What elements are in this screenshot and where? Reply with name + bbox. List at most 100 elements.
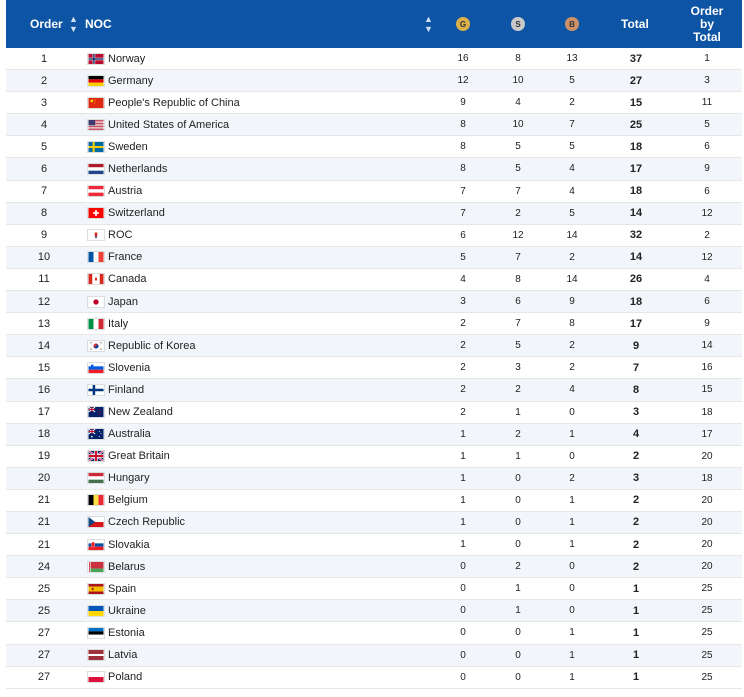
table-row[interactable]: 4 United States of America 8 10 7 25 5 (6, 114, 742, 137)
table-row[interactable]: 21 Belgium 1 0 1 2 20 (6, 490, 742, 512)
gold-count: 0 (460, 583, 466, 595)
gold-count: 6 (460, 229, 466, 241)
noc-name[interactable]: Italy (108, 317, 129, 330)
table-row[interactable]: 8 Switzerland 7 2 5 14 12 (6, 202, 742, 225)
table-row[interactable]: 3 People's Republic of China 9 4 2 15 11 (6, 92, 742, 115)
silver-count: 2 (515, 384, 521, 396)
order-cell: 21 (37, 538, 51, 551)
table-row[interactable]: 6 Netherlands 8 5 4 17 9 (6, 158, 742, 181)
bronze-count: 4 (569, 185, 575, 197)
silver-count: 0 (515, 627, 521, 639)
noc-name[interactable]: Czech Republic (108, 516, 186, 529)
noc-name[interactable]: Ukraine (108, 604, 146, 617)
noc-name[interactable]: Spain (108, 582, 137, 595)
silver-count: 10 (512, 119, 524, 131)
noc-column-header[interactable]: NOC (85, 17, 112, 31)
noc-name[interactable]: Great Britain (108, 450, 170, 463)
table-row[interactable]: 21 Slovakia 1 0 1 2 20 (6, 534, 742, 557)
table-row[interactable]: 27 Poland 0 0 1 1 25 (6, 667, 742, 689)
order-cell: 27 (37, 649, 51, 662)
table-row[interactable]: 7 Austria 7 7 4 18 6 (6, 181, 742, 203)
table-row[interactable]: 27 Latvia 0 0 1 1 25 (6, 644, 742, 667)
noc-name[interactable]: Austria (108, 185, 143, 198)
table-row[interactable]: 25 Spain 0 1 0 1 25 (6, 578, 742, 601)
noc-name[interactable]: Germany (108, 74, 154, 87)
noc-name[interactable]: New Zealand (108, 406, 173, 418)
total-count: 2 (632, 494, 640, 507)
table-row[interactable]: 9 ROC 6 12 14 32 2 (6, 225, 742, 247)
noc-name[interactable]: Slovakia (108, 538, 150, 551)
table-row[interactable]: 15 Slovenia 2 3 2 7 16 (6, 357, 742, 380)
noc-name[interactable]: Latvia (108, 649, 138, 662)
table-row[interactable]: 20 Hungary 1 0 2 3 18 (6, 467, 742, 490)
silver-medal-icon[interactable]: S (511, 17, 525, 31)
table-row[interactable]: 17 New Zealand 2 1 0 3 18 (6, 402, 742, 424)
order-cell: 9 (40, 229, 48, 242)
silver-count: 5 (515, 141, 521, 153)
table-row[interactable]: 25 Ukraine 0 1 0 1 25 (6, 600, 742, 623)
sort-icon[interactable]: ▲ ▼ (424, 14, 433, 34)
table-row[interactable]: 11 Canada 4 8 14 26 4 (6, 269, 742, 292)
noc-name[interactable]: People's Republic of China (108, 96, 240, 109)
gold-count: 1 (460, 450, 466, 462)
noc-name[interactable]: Slovenia (108, 361, 151, 374)
silver-count: 2 (515, 428, 521, 440)
noc-name[interactable]: Canada (108, 273, 147, 286)
order-column-header[interactable]: Order (30, 17, 63, 31)
noc-name[interactable]: Australia (108, 428, 151, 441)
table-row[interactable]: 5 Sweden 8 5 5 18 6 (6, 136, 742, 159)
order-by-total-column-header[interactable]: Order by Total (690, 3, 724, 44)
gold-count: 0 (460, 671, 466, 683)
ukraine-flag-icon (87, 600, 105, 621)
noc-name[interactable]: Finland (108, 383, 145, 396)
noc-name[interactable]: Hungary (108, 472, 150, 485)
total-count: 18 (629, 185, 643, 198)
total-count: 9 (632, 339, 640, 352)
noc-name[interactable]: Norway (108, 52, 146, 65)
estonia-flag-icon (87, 622, 105, 643)
table-row[interactable]: 18 Australia 1 2 1 4 17 (6, 423, 742, 446)
order-by-total-cell: 12 (701, 207, 713, 219)
table-row[interactable]: 13 Italy 2 7 8 17 9 (6, 313, 742, 336)
noc-name[interactable]: Sweden (108, 140, 148, 153)
total-count: 4 (632, 428, 640, 441)
total-count: 17 (629, 162, 643, 175)
table-row[interactable]: 10 France 5 7 2 14 12 (6, 246, 742, 269)
noc-name[interactable]: Belgium (108, 494, 148, 507)
table-row[interactable]: 14 Republic of Korea 2 5 2 9 14 (6, 335, 742, 358)
gold-count: 0 (460, 605, 466, 617)
table-row[interactable]: 12 Japan 3 6 9 18 6 (6, 291, 742, 314)
gold-count: 2 (460, 362, 466, 374)
table-row[interactable]: 21 Czech Republic 1 0 1 2 20 (6, 511, 742, 535)
noc-name[interactable]: Estonia (108, 626, 145, 639)
order-cell: 15 (37, 361, 51, 374)
bronze-count: 1 (569, 428, 575, 440)
sort-icon[interactable]: ▲ ▼ (69, 14, 78, 34)
order-by-total-cell: 9 (704, 163, 710, 175)
table-row[interactable]: 1 Norway 16 8 13 37 1 (6, 48, 742, 71)
noc-name[interactable]: Poland (108, 671, 143, 684)
noc-name[interactable]: Republic of Korea (108, 339, 196, 352)
table-row[interactable]: 2 Germany 12 10 5 27 3 (6, 70, 742, 93)
noc-name[interactable]: Switzerland (108, 207, 165, 220)
gold-count: 1 (460, 472, 466, 484)
gold-medal-icon[interactable]: G (456, 17, 470, 31)
table-row[interactable]: 19 Great Britain 1 1 0 2 20 (6, 446, 742, 468)
bronze-count: 1 (569, 494, 575, 506)
noc-name[interactable]: Belarus (108, 560, 146, 573)
slovakia-flag-icon (87, 534, 105, 555)
total-column-header[interactable]: Total (621, 17, 649, 31)
noc-name[interactable]: France (108, 251, 143, 264)
silver-count: 7 (515, 318, 521, 330)
noc-name[interactable]: Japan (108, 295, 138, 308)
silver-count: 1 (515, 583, 521, 595)
total-count: 27 (629, 74, 643, 87)
table-row[interactable]: 16 Finland 2 2 4 8 15 (6, 379, 742, 402)
table-row[interactable]: 24 Belarus 0 2 0 2 20 (6, 556, 742, 579)
noc-name[interactable]: United States of America (108, 118, 230, 131)
table-row[interactable]: 27 Estonia 0 0 1 1 25 (6, 622, 742, 645)
noc-name[interactable]: Netherlands (108, 162, 168, 175)
noc-name[interactable]: ROC (108, 229, 133, 242)
total-count: 14 (629, 251, 643, 264)
bronze-medal-icon[interactable]: B (565, 17, 579, 31)
